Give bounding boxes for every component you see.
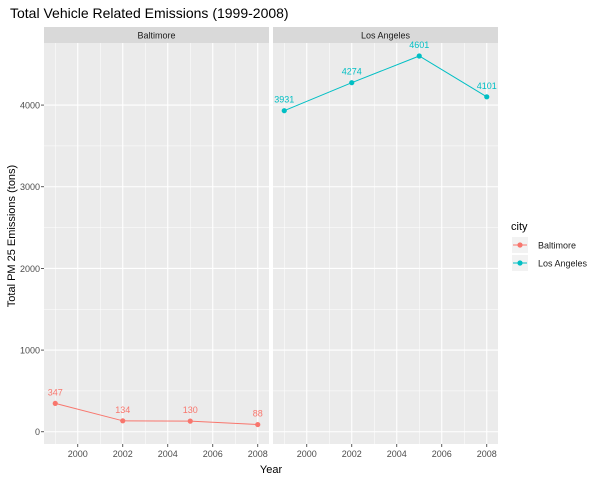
data-point — [120, 418, 126, 424]
data-label: 88 — [253, 409, 263, 419]
data-label: 130 — [183, 405, 198, 415]
data-label: 4101 — [477, 81, 497, 91]
data-point — [52, 400, 58, 407]
data-label: 347 — [48, 387, 63, 397]
x-tick-label: 2002 — [113, 449, 133, 459]
x-tick-label: 2004 — [387, 449, 407, 459]
x-tick-label: 2006 — [203, 449, 223, 459]
data-label: 4601 — [409, 40, 429, 50]
legend-title: city — [511, 221, 528, 233]
x-tick-label: 2008 — [248, 449, 268, 459]
y-tick-label: 3000 — [20, 182, 40, 192]
data-point — [484, 94, 490, 100]
x-tick-label: 2000 — [68, 449, 88, 459]
x-tick-label: 2004 — [158, 449, 178, 459]
data-point — [281, 108, 287, 114]
legend-key-point — [517, 242, 523, 248]
facet-strip — [273, 27, 498, 43]
facet-strip-label: Baltimore — [137, 31, 175, 41]
data-point — [416, 53, 422, 59]
x-axis-title: Year — [260, 464, 283, 476]
legend-label: Los Angeles — [538, 259, 588, 269]
x-tick-label: 2006 — [432, 449, 452, 459]
legend-label: Baltimore — [538, 241, 576, 251]
y-tick-label: 2000 — [20, 264, 40, 274]
facet-strip-label: Los Angeles — [361, 31, 411, 41]
chart-title: Total Vehicle Related Emissions (1999-20… — [10, 5, 289, 21]
data-label: 4274 — [342, 67, 362, 77]
data-point — [255, 421, 261, 428]
series-line — [284, 55, 488, 112]
y-tick-label: 1000 — [20, 346, 40, 356]
y-axis-title: Total PM 25 Emissions (tons) — [6, 165, 18, 307]
facet-panel-los-angeles: Los Angeles 2000 2002 2004 2006 2008 3931 4274 4… — [273, 27, 498, 459]
facet-panel-baltimore: Baltimore 2000 2002 2004 2006 2008 347 134 130 88 — [44, 27, 269, 459]
panel-background — [273, 43, 498, 444]
panel-background — [44, 43, 269, 444]
x-tick-label: 2008 — [477, 449, 497, 459]
data-label: 134 — [115, 405, 130, 415]
legend: city Baltimore Los Angeles — [511, 221, 588, 271]
x-tick-label: 2002 — [342, 449, 362, 459]
y-tick-label: 0 — [35, 427, 40, 437]
legend-key-point — [517, 260, 523, 266]
data-point — [187, 418, 193, 424]
data-point — [349, 80, 355, 86]
y-tick-label: 4000 — [20, 101, 40, 111]
x-tick-label: 2000 — [297, 449, 317, 459]
series-line — [55, 402, 258, 426]
data-label: 3931 — [274, 95, 294, 105]
facet-strip — [44, 27, 269, 43]
panels-layer: 0 1000 2000 3000 4000 Baltimore 2000 2002 2004 20… — [20, 27, 498, 459]
